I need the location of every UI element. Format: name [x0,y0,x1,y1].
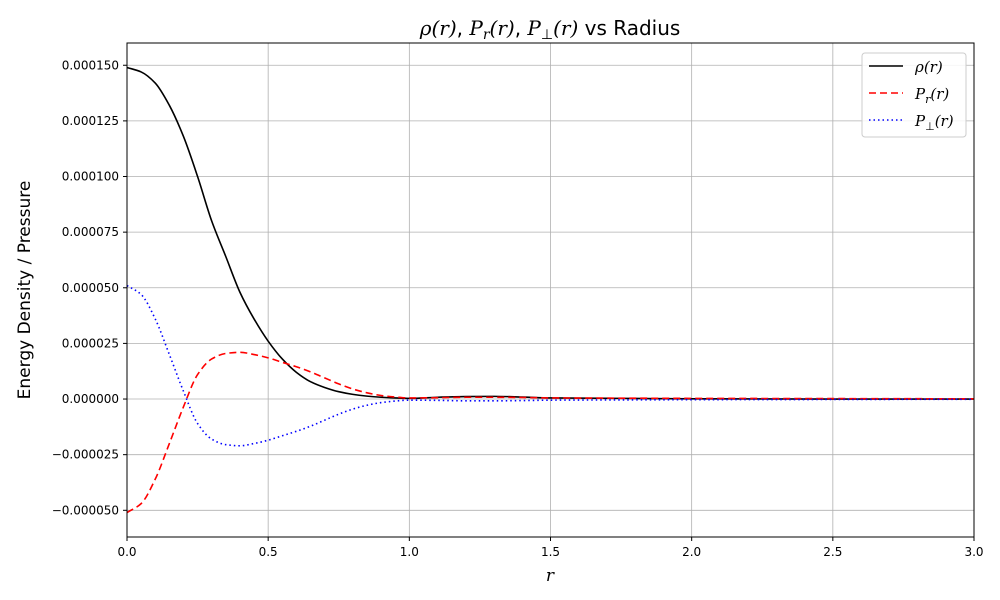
x-tick-label: 1.5 [541,545,560,559]
legend-box [861,52,967,138]
legend: ρ(r) Pr(r) P⊥(r) [861,52,967,138]
y-tick-label: 0.000025 [62,336,119,350]
series-p-perp-legend-label: P⊥(r) [914,112,954,133]
y-tick-label: 0.000000 [62,392,119,406]
x-tick-label: 2.5 [823,545,842,559]
y-axis-label: Energy Density / Pressure [15,181,35,400]
y-tick-label: 0.000050 [62,281,119,295]
y-tick-label: 0.000125 [62,114,119,128]
x-tick-label: 0.0 [117,545,136,559]
y-tick-label: −0.000025 [52,448,119,462]
x-tick-label: 3.0 [964,545,983,559]
series-layer [126,66,975,514]
series-p-radial-legend-label: Pr(r) [914,85,949,106]
x-tick-label: 0.5 [259,545,278,559]
y-tick-label: 0.000075 [62,225,119,239]
x-axis-label: r [546,566,555,586]
x-tick-label: 1.0 [400,545,419,559]
chart-title: ρ(r), Pr(r), P⊥(r) vs Radius [419,16,681,43]
y-tick-label: −0.000050 [52,503,119,517]
series-rho-line [126,66,974,400]
series-rho-legend-label: ρ(r) [914,58,943,76]
y-tick-label: 0.000150 [62,58,119,72]
grid [126,43,975,537]
y-axis: −0.000050 −0.000025 0.000000 0.000025 0.0000… [52,58,127,517]
x-axis: 0.0 0.5 1.0 1.5 2.0 2.5 3.0 [117,537,984,559]
x-tick-label: 2.0 [682,545,701,559]
series-p-radial-line [126,351,975,514]
series-p-perp-line [126,284,975,447]
y-tick-label: 0.000100 [62,170,119,184]
